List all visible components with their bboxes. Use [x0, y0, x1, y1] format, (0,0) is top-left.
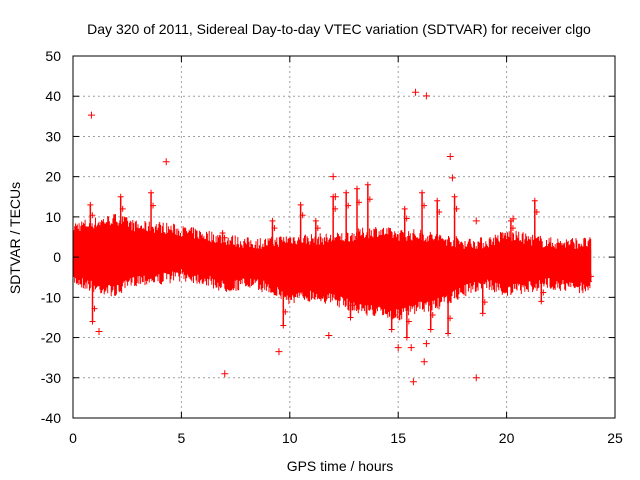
data-point-marker [354, 185, 361, 192]
data-point-marker [451, 193, 458, 200]
data-point-marker [538, 298, 545, 305]
data-point-marker [364, 181, 371, 188]
y-tick-label: -30 [41, 370, 61, 386]
data-point-marker [531, 197, 538, 204]
data-point-marker [427, 326, 434, 333]
data-point-marker [422, 92, 430, 100]
data-point-marker [329, 173, 337, 181]
data-point-marker [429, 312, 436, 319]
data-point-marker [343, 189, 350, 196]
data-point-marker [481, 299, 488, 306]
data-point-marker [422, 340, 430, 348]
data-point-marker [271, 225, 278, 232]
data-point-marker [119, 205, 126, 212]
data-point-marker [349, 302, 356, 309]
data-point-marker [479, 310, 486, 317]
x-tick-label: 0 [69, 430, 77, 446]
data-point-marker [150, 202, 157, 209]
data-point-marker [509, 215, 517, 223]
data-point-marker [407, 344, 415, 352]
data-point-marker [448, 174, 456, 182]
data-point-marker [347, 314, 354, 321]
y-tick-label: -10 [41, 289, 61, 305]
data-point-marker [412, 88, 420, 96]
data-point-marker [219, 229, 226, 236]
data-point-marker [95, 328, 103, 336]
data-point-marker [331, 193, 339, 201]
data-point-marker [221, 370, 229, 378]
data-point-marker [447, 315, 454, 322]
data-point-marker [269, 217, 276, 224]
data-point-marker [421, 202, 428, 209]
data-point-marker [332, 205, 339, 212]
data-point-marker [472, 374, 480, 382]
x-tick-label: 15 [390, 430, 406, 446]
data-point-marker [87, 111, 95, 119]
x-tick-label: 25 [607, 430, 623, 446]
data-point-marker [445, 330, 452, 337]
y-tick-label: 30 [45, 128, 61, 144]
data-point-marker [434, 197, 441, 204]
data-point-marker [91, 305, 98, 312]
data-point-marker [453, 205, 460, 212]
x-tick-label: 20 [499, 430, 515, 446]
plot-frame [72, 55, 616, 419]
data-point-marker [275, 348, 283, 356]
data-point-marker [472, 217, 480, 225]
y-tick-label: 0 [53, 249, 61, 265]
data-point-marker [436, 209, 443, 216]
data-point-marker [540, 289, 547, 296]
data-point-marker [89, 212, 96, 219]
data-point-marker [356, 199, 363, 206]
y-tick-label: 50 [45, 48, 61, 64]
data-point-marker [401, 205, 408, 212]
x-tick-label: 5 [178, 430, 186, 446]
y-axis-label: SDTVAR / TECUs [7, 182, 23, 294]
data-point-marker [509, 225, 516, 232]
y-tick-label: -40 [41, 410, 61, 426]
data-point-marker [282, 308, 289, 315]
data-point-marker [325, 332, 333, 340]
data-points [72, 88, 594, 386]
data-point-marker [366, 196, 373, 203]
x-tick-label: 10 [282, 430, 298, 446]
data-point-marker [87, 201, 94, 208]
y-tick-label: -20 [41, 330, 61, 346]
data-point-marker [314, 225, 321, 232]
data-point-marker [585, 278, 592, 285]
data-point-marker [221, 234, 228, 241]
data-point-marker [587, 273, 594, 280]
chart-title: Day 320 of 2011, Sidereal Day-to-day VTE… [87, 21, 591, 37]
y-tick-label: 10 [45, 209, 61, 225]
data-point-marker [403, 215, 410, 222]
data-point-marker [403, 334, 410, 341]
data-point-marker [89, 318, 96, 325]
data-point-marker [419, 189, 426, 196]
data-point-marker [117, 193, 124, 200]
data-point-marker [148, 189, 155, 196]
data-point-marker [533, 209, 540, 216]
data-point-marker [409, 378, 417, 386]
data-point-marker [394, 344, 402, 352]
y-tick-label: 40 [45, 88, 61, 104]
data-point-marker [280, 322, 287, 329]
data-point-marker [405, 318, 412, 325]
axis-ticks: 0 5 10 15 20 25 -40 -30 -20 -10 0 10 20 30 40 50 [41, 48, 623, 446]
x-axis-label: GPS time / hours [287, 458, 394, 474]
data-point-marker [446, 153, 454, 161]
data-point-marker [162, 158, 170, 166]
data-point-marker [312, 217, 319, 224]
data-point-marker [299, 212, 306, 219]
data-point-marker [390, 312, 397, 319]
data-point-marker [345, 202, 352, 209]
data-point-marker [388, 326, 395, 333]
data-point-marker [297, 201, 304, 208]
data-point-marker [420, 358, 428, 366]
y-tick-label: 20 [45, 169, 61, 185]
